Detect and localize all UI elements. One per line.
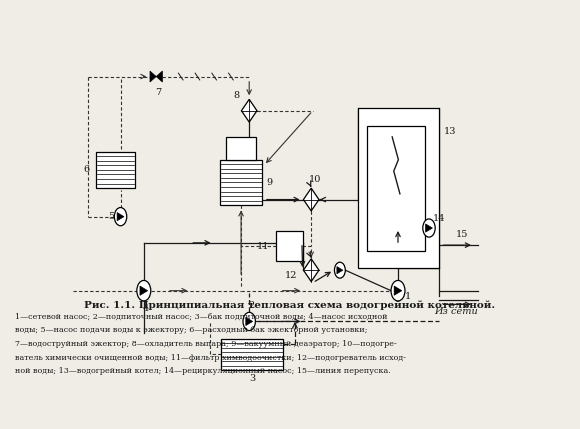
Bar	[222, 338, 283, 370]
Polygon shape	[117, 212, 124, 221]
Bar	[226, 137, 256, 160]
Text: 15: 15	[456, 230, 469, 239]
Text: Рис. 1.1. Принципиальная тепловая схема водогрейной котельной.: Рис. 1.1. Принципиальная тепловая схема …	[85, 300, 495, 309]
Text: 14: 14	[433, 214, 445, 224]
Bar	[358, 109, 439, 268]
Text: 10: 10	[309, 175, 321, 184]
Bar	[220, 160, 262, 205]
Circle shape	[137, 281, 151, 301]
Text: 7—водоструйный эжектор; 8—охладитель выпара; 9—вакуумный деаэратор; 10—подогре-: 7—водоструйный эжектор; 8—охладитель вып…	[15, 340, 397, 348]
Polygon shape	[150, 71, 156, 82]
Circle shape	[391, 281, 405, 301]
Text: 8: 8	[234, 91, 240, 100]
Polygon shape	[303, 259, 319, 281]
Circle shape	[243, 312, 255, 331]
Text: 3: 3	[249, 374, 255, 383]
Text: 9: 9	[266, 178, 273, 187]
Text: 2: 2	[248, 301, 255, 310]
Circle shape	[114, 208, 127, 226]
Bar	[367, 126, 425, 251]
Text: 11: 11	[257, 242, 269, 251]
Text: 12: 12	[285, 272, 298, 281]
Polygon shape	[394, 286, 402, 295]
Polygon shape	[246, 317, 253, 326]
Text: ной воды; 13—водогрейный котел; 14—рециркуляционный насос; 15—линия перепуска.: ной воды; 13—водогрейный котел; 14—рецир…	[15, 367, 391, 375]
Polygon shape	[241, 100, 257, 122]
Text: 6: 6	[84, 166, 89, 175]
Text: ватель химически очищенной воды; 11—фильтр химводоочистки; 12—подогреватель исхо: ватель химически очищенной воды; 11—филь…	[15, 353, 406, 362]
Bar	[96, 152, 135, 188]
Polygon shape	[426, 224, 433, 232]
Text: 7: 7	[155, 88, 162, 97]
Polygon shape	[156, 71, 162, 82]
Circle shape	[423, 219, 435, 237]
Text: 1—сетевой насос; 2—подпиточный насос; 3—бак подпиточной воды; 4—насос исходной: 1—сетевой насос; 2—подпиточный насос; 3—…	[15, 313, 387, 321]
Text: 13: 13	[444, 127, 456, 136]
Polygon shape	[303, 188, 319, 211]
Polygon shape	[140, 286, 148, 295]
Text: Из сети: Из сети	[434, 307, 478, 316]
Text: 4: 4	[143, 305, 149, 314]
Text: воды; 5—насос подачи воды к эжектору; 6—расходный бак эжекторной установки;: воды; 5—насос подачи воды к эжектору; 6—…	[15, 326, 368, 335]
Polygon shape	[337, 266, 343, 274]
Text: 5: 5	[108, 212, 114, 221]
Bar	[276, 232, 303, 261]
Circle shape	[335, 262, 345, 278]
Text: 1: 1	[405, 292, 411, 301]
